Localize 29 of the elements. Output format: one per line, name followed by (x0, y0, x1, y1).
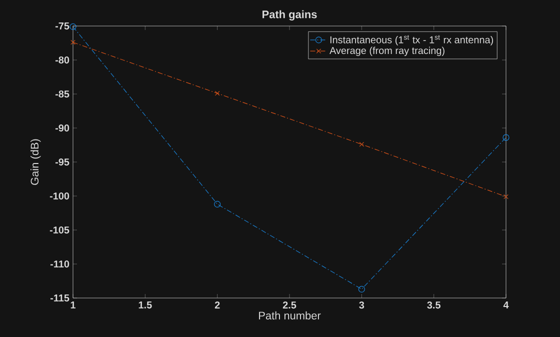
x-tick-label: 1.5 (138, 302, 152, 308)
x-tick-label: 1 (70, 302, 76, 308)
x-tick-label: 4 (503, 302, 509, 308)
point (358, 286, 365, 292)
y-tick-label: -85 (55, 90, 70, 98)
point (70, 40, 76, 45)
chart-title: Path gains (262, 10, 317, 21)
point (70, 23, 76, 30)
y-tick-label: -90 (55, 124, 70, 132)
point (214, 90, 220, 96)
y-tick-label: -100 (50, 192, 70, 200)
x-tick-label: 3.5 (427, 302, 440, 309)
y-tick-label: -105 (50, 226, 70, 234)
point (504, 194, 508, 200)
y-tick-label: -110 (50, 260, 70, 268)
legend-label: Average (from ray tracing) (330, 46, 444, 56)
y-tick-label: -80 (55, 56, 70, 64)
x-tick-label: 3 (359, 302, 364, 309)
point (502, 134, 510, 141)
y-tick-label: -75 (55, 22, 70, 30)
x-tick-label: 2 (214, 302, 220, 308)
y-tick-label: -95 (55, 158, 70, 166)
x-axis-title: Path number (259, 311, 321, 320)
point (359, 142, 364, 147)
legend-label: Instantaneous (1$^{st}$ tx - 1$^{st}$ rx antenna) (330, 35, 494, 46)
y-tick-label: -115 (50, 294, 70, 302)
x-tick-label: 2.5 (282, 302, 296, 309)
point (214, 200, 221, 208)
y-axis-title: Gain (dB) (30, 139, 41, 185)
